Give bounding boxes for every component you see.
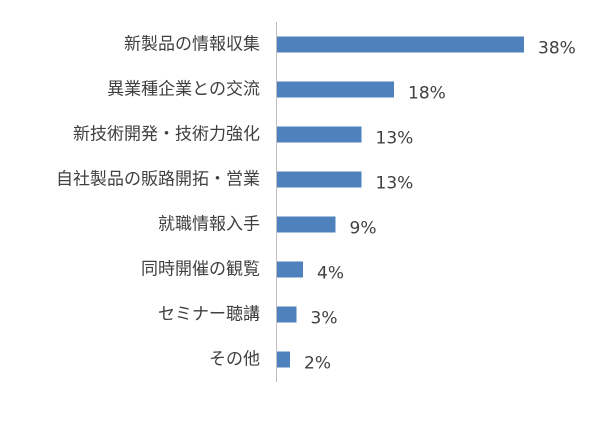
bar [277, 261, 303, 278]
category-label: 自社製品の販路開拓・営業 [56, 170, 260, 190]
data-label: 18% [408, 84, 446, 104]
category-label: 新技術開発・技術力強化 [73, 125, 260, 145]
bar [277, 126, 362, 143]
bar [277, 351, 290, 368]
data-label: 13% [376, 174, 414, 194]
data-label: 3% [311, 309, 338, 329]
category-label: セミナー聴講 [158, 305, 260, 325]
data-label: 9% [350, 219, 377, 239]
data-label: 2% [304, 354, 331, 374]
bar [277, 306, 297, 323]
category-label: 就職情報入手 [158, 215, 260, 235]
data-label: 38% [538, 39, 576, 59]
category-label: その他 [209, 350, 260, 370]
data-label: 4% [317, 264, 344, 284]
category-label: 同時開催の観覧 [141, 260, 260, 280]
bar [277, 171, 362, 188]
bar [277, 81, 394, 98]
bar [277, 216, 336, 233]
category-label: 新製品の情報収集 [124, 35, 260, 55]
category-label: 異業種企業との交流 [107, 80, 260, 100]
data-label: 13% [376, 129, 414, 149]
bar [277, 36, 524, 53]
